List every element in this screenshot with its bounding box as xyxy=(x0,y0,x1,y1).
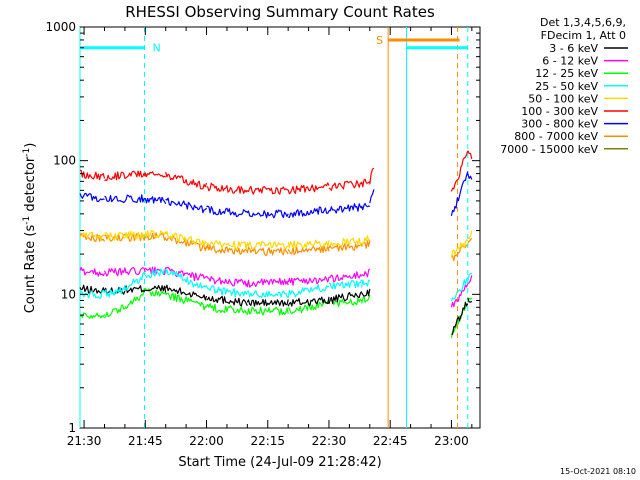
legend: Det 1,3,4,5,6,9, FDecim 1, Att 0 3 - 6 k… xyxy=(500,16,628,156)
y-tick-label: 100 xyxy=(53,154,76,168)
x-tick-label: 22:30 xyxy=(312,434,347,448)
legend-entry-label: 3 - 6 keV xyxy=(549,42,598,55)
legend-entry-label: 800 - 7000 keV xyxy=(514,130,598,143)
series-line xyxy=(79,266,473,308)
x-tick-label: 23:00 xyxy=(434,434,469,448)
chart-title: RHESSI Observing Summary Count Rates xyxy=(125,3,435,21)
y-tick-label: 10 xyxy=(61,287,76,301)
x-tick-label: 21:45 xyxy=(128,434,163,448)
x-tick-label: 21:30 xyxy=(67,434,102,448)
legend-entry-label: 50 - 100 keV xyxy=(528,92,598,105)
legend-entry-label: 7000 - 15000 keV xyxy=(500,143,598,156)
y-axis-label-part3: ) xyxy=(23,143,38,148)
y-axis-label-sup1: -1 xyxy=(22,216,32,225)
x-axis-ticks: 21:30 21:45 22:00 22:15 22:30 22:45 23:00 xyxy=(67,27,473,448)
legend-entry-label: 6 - 12 keV xyxy=(542,55,598,68)
night-label: N xyxy=(152,42,160,55)
legend-entry-label: 100 - 300 keV xyxy=(521,105,598,118)
x-tick-label: 22:45 xyxy=(373,434,408,448)
y-axis-label-part2: detector xyxy=(23,156,38,216)
series-line xyxy=(79,150,473,195)
series-line xyxy=(79,268,472,302)
y-tick-label: 1000 xyxy=(45,20,76,34)
x-axis-label: Start Time (24-Jul-09 21:28:42) xyxy=(178,455,381,470)
y-axis-label: Count Rate (s-1 detector-1) xyxy=(22,143,38,314)
y-tick-label: 1 xyxy=(68,421,76,435)
series-line xyxy=(79,230,473,258)
plot-frame xyxy=(79,26,481,429)
series-layer xyxy=(79,150,473,339)
x-tick-label: 22:00 xyxy=(189,434,224,448)
y-axis-label-sup2: -1 xyxy=(22,148,32,157)
y-axis-label-part1: Count Rate (s xyxy=(23,225,38,314)
y-axis-ticks: 1 10 100 1000 xyxy=(45,20,480,435)
legend-entry-label: 25 - 50 keV xyxy=(535,80,598,93)
series-line xyxy=(79,284,473,335)
saa-label: S xyxy=(376,34,383,47)
series-line xyxy=(79,171,473,219)
legend-entry-label: 12 - 25 keV xyxy=(535,67,598,80)
legend-header-line-1: Det 1,3,4,5,6,9, xyxy=(540,16,626,29)
night-saa-markers: NS xyxy=(79,27,469,428)
legend-header-line-2: FDecim 1, Att 0 xyxy=(541,29,626,42)
legend-entry-label: 300 - 800 keV xyxy=(521,118,598,131)
series-line xyxy=(79,287,473,339)
generation-timestamp: 15-Oct-2021 08:10 xyxy=(560,467,636,476)
x-tick-label: 22:15 xyxy=(250,434,285,448)
